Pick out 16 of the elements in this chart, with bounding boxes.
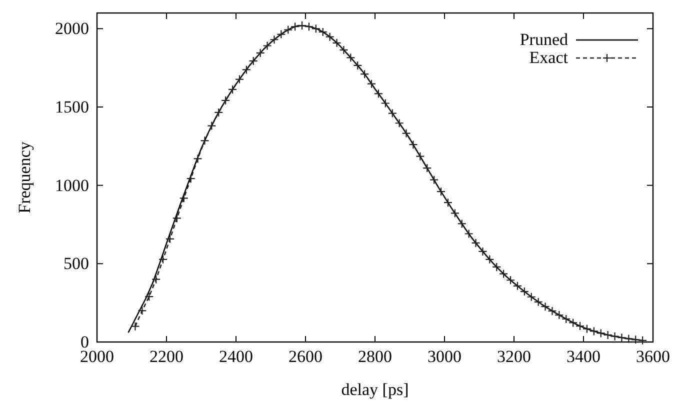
- y-tick-label: 500: [64, 254, 89, 274]
- x-tick-label: 2400: [219, 347, 253, 366]
- y-axis-title: Frequency: [15, 141, 34, 214]
- legend-label: Exact: [529, 48, 568, 67]
- x-tick-label: 3200: [497, 347, 531, 366]
- x-tick-label: 2800: [358, 347, 392, 366]
- x-tick-label: 3400: [566, 347, 600, 366]
- x-tick-label: 3000: [428, 347, 462, 366]
- legend-label: Pruned: [520, 30, 568, 49]
- x-tick-label: 2600: [288, 347, 322, 366]
- y-tick-label: 1000: [55, 176, 89, 195]
- y-tick-label: 2000: [55, 19, 89, 38]
- x-axis-title: delay [ps]: [341, 380, 409, 399]
- x-tick-label: 3600: [636, 347, 670, 366]
- y-tick-label: 1500: [55, 97, 89, 116]
- x-tick-label: 2200: [150, 347, 184, 366]
